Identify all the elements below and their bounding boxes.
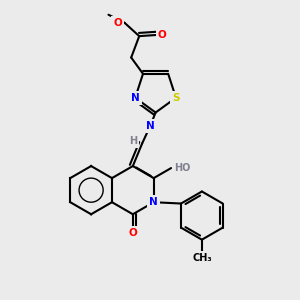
Text: CH₃: CH₃ <box>192 254 212 263</box>
Text: N: N <box>131 93 140 103</box>
Text: N: N <box>146 121 154 131</box>
Text: O: O <box>158 30 166 40</box>
Text: S: S <box>172 93 180 103</box>
Text: O: O <box>128 228 137 238</box>
Text: H: H <box>129 136 137 146</box>
Text: N: N <box>149 197 158 207</box>
Text: HO: HO <box>174 163 190 173</box>
Text: O: O <box>113 18 122 28</box>
